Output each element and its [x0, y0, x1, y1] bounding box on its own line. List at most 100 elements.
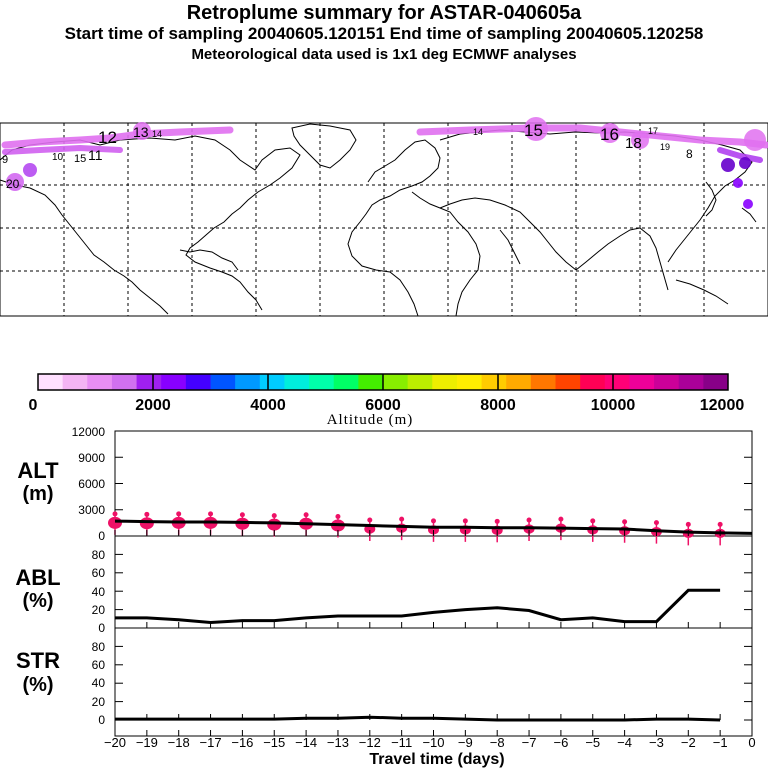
colorbar-tick: 2000 — [135, 397, 171, 414]
x-tick-label: −7 — [522, 735, 537, 750]
alt-ytick: 9000 — [78, 451, 105, 465]
alt-marker-top — [239, 512, 245, 518]
colorbar-band — [136, 374, 162, 390]
str-ytick: 20 — [92, 695, 106, 709]
colorbar-tick: 8000 — [480, 397, 516, 414]
colorbar-tick: 10000 — [591, 397, 636, 414]
colorbar-band — [530, 374, 556, 390]
x-tick-label: −17 — [200, 735, 222, 750]
alt-marker-top — [112, 511, 118, 517]
colorbar-tick: 12000 — [700, 397, 745, 414]
alt-marker-top — [399, 516, 405, 522]
x-tick-label: −20 — [104, 735, 126, 750]
abl-ytick: 60 — [92, 566, 106, 580]
str-line — [115, 715, 721, 722]
alt-ytick: 6000 — [78, 477, 105, 491]
alt-marker-top — [590, 518, 596, 524]
str-ytick: 80 — [92, 640, 106, 654]
plume-label: 17 — [648, 126, 658, 136]
alt-marker-top — [462, 518, 468, 524]
plume-label: 10 — [52, 152, 64, 163]
colorbar-band — [185, 374, 211, 390]
plume-label: 16 — [600, 125, 619, 144]
abl-panel-label: ABL — [15, 565, 60, 590]
alt-marker-top — [335, 514, 341, 519]
str-panel-label: STR — [16, 648, 60, 673]
colorbar-band — [111, 374, 138, 390]
colorbar-band — [284, 374, 310, 390]
colorbar-band — [309, 374, 335, 390]
sampling-time-subtitle: Start time of sampling 20040605.120151 E… — [64, 24, 704, 43]
plume-label: 18 — [625, 135, 642, 152]
plume-label: 14 — [152, 129, 162, 139]
plume-day-labels: 12 13 14 15 15 11 10 9 20 16 18 17 14 19… — [2, 121, 693, 191]
page-title: Retroplume summary for ASTAR-040605a — [186, 2, 582, 24]
x-tick-label: −5 — [585, 735, 600, 750]
alt-marker-top — [144, 511, 150, 517]
colorbar-band — [407, 374, 433, 390]
alt-marker-top — [208, 511, 214, 517]
colorbar-band — [210, 374, 236, 390]
colorbar-band — [580, 374, 606, 390]
plume-label: 14 — [473, 127, 483, 137]
colorbar-band — [87, 374, 113, 390]
alt-marker-top — [271, 513, 277, 519]
x-tick-label: −8 — [490, 735, 505, 750]
colorbar-band — [703, 374, 729, 390]
x-tick-label: −18 — [168, 735, 190, 750]
alt-ytick: 12000 — [72, 425, 106, 439]
colorbar-band — [654, 374, 680, 390]
colorbar-band — [383, 374, 409, 390]
plume-label: 9 — [2, 154, 8, 166]
x-tick-label: −2 — [681, 735, 696, 750]
abl-ytick: 80 — [92, 548, 106, 562]
abl-ytick-marks — [115, 535, 752, 629]
plume-label: 15 — [74, 153, 86, 165]
colorbar-label: Altitude (m) — [327, 412, 414, 428]
x-tick-label: −4 — [617, 735, 632, 750]
x-tick-labels: −20 −19 −18 −17 −16 −15 −14 −13 −12 −11 −10 −9 −8 −7−… — [104, 735, 756, 750]
alt-marker — [108, 516, 122, 529]
world-map-panel: 12 13 14 15 15 11 10 9 20 16 18 17 14 19… — [0, 117, 768, 317]
x-tick-label: −9 — [458, 735, 473, 750]
colorbar-band — [604, 374, 630, 390]
alt-marker-top — [367, 517, 373, 523]
x-tick-label: −10 — [422, 735, 444, 750]
plume-label: 12 — [98, 128, 117, 147]
plume-label: 8 — [686, 147, 693, 161]
colorbar-tick: 0 — [29, 397, 38, 414]
x-tick-label: 0 — [748, 735, 755, 750]
alt-marker-top — [717, 521, 723, 527]
retroplume-trace — [1, 117, 768, 209]
abl-ytick: 20 — [92, 603, 106, 617]
colorbar-band — [629, 374, 655, 390]
x-axis: −20 −19 −18 −17 −16 −15 −14 −13 −12 −11 −10 −9 −8 −7−… — [104, 530, 756, 768]
colorbar-band — [259, 374, 285, 390]
abl-ytick: 40 — [92, 585, 106, 599]
x-tick-label: −11 — [391, 735, 412, 750]
colorbar-band — [38, 374, 64, 390]
abl-panel: ABL (%) 0 20 40 60 80 — [15, 535, 752, 635]
plume-label: 20 — [6, 177, 20, 191]
alt-marker — [139, 517, 154, 530]
coastlines — [0, 123, 757, 317]
str-panel: STR (%) 0 20 40 60 80 — [16, 627, 752, 727]
abl-ytick: 0 — [98, 621, 105, 635]
alt-marker-top — [526, 517, 532, 523]
colorbar-band — [506, 374, 532, 390]
colorbar-band — [555, 374, 581, 390]
colorbar-tick: 6000 — [365, 397, 401, 414]
colorbar-band — [161, 374, 187, 390]
plume-label: 19 — [660, 142, 670, 152]
x-tick-label: −16 — [231, 735, 253, 750]
x-tick-label: −1 — [713, 735, 728, 750]
x-tick-label: −15 — [263, 735, 285, 750]
colorbar-band — [456, 374, 483, 390]
alt-ytick: 0 — [98, 529, 105, 543]
alt-panel-label: ALT — [17, 458, 59, 483]
x-tick-label: −19 — [136, 735, 158, 750]
alt-marker-top — [622, 519, 628, 525]
colorbar-bands — [38, 374, 729, 390]
abl-line — [115, 588, 721, 625]
